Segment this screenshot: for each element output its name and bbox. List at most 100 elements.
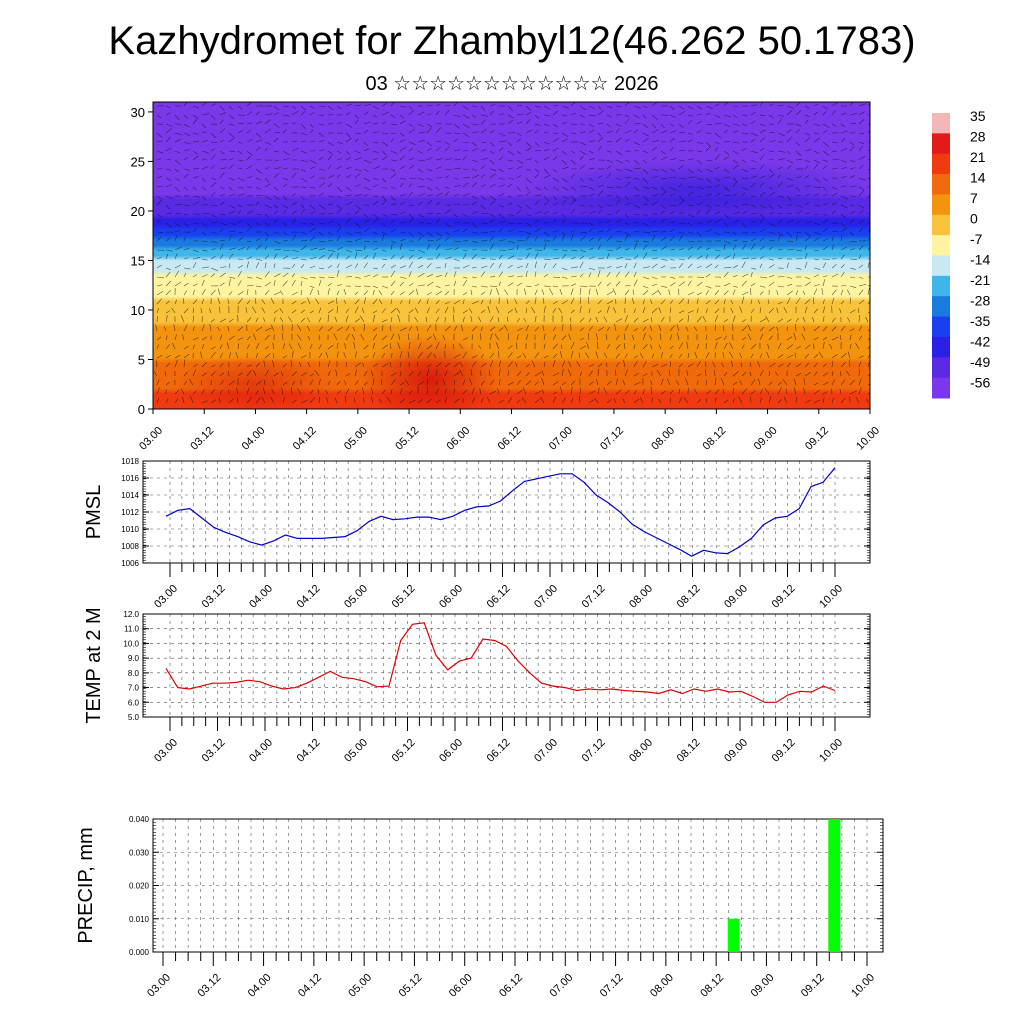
- wind-vector: [561, 360, 566, 368]
- x-tick-label: 04.12: [295, 737, 323, 765]
- plot-frame: [142, 613, 871, 718]
- wind-vector: [603, 387, 608, 395]
- wind-vector: [282, 167, 288, 170]
- wind-vector: [669, 105, 675, 110]
- wind-vector: [633, 186, 640, 192]
- wind-vector: [660, 150, 666, 155]
- wind-vector: [453, 102, 458, 107]
- wind-vector: [343, 299, 347, 305]
- wind-vector: [705, 273, 711, 278]
- wind-vector: [822, 258, 830, 260]
- wind-vector: [372, 363, 379, 368]
- wind-vector: [300, 209, 305, 215]
- wind-vector: [291, 172, 297, 179]
- wind-vector: [507, 248, 514, 251]
- wind-vector: [363, 245, 366, 251]
- wind-vector: [255, 195, 264, 197]
- wind-vector: [606, 249, 614, 252]
- wind-vector: [696, 231, 702, 238]
- x-tick-label: 04.00: [247, 737, 275, 765]
- wind-vector: [633, 243, 638, 251]
- wind-vector: [633, 344, 636, 350]
- x-tick-label: 04.00: [247, 583, 275, 611]
- wind-vector: [804, 132, 811, 136]
- wind-vector: [606, 105, 613, 109]
- wind-vector: [714, 154, 720, 161]
- wind-vector: [345, 264, 352, 269]
- wind-vector: [381, 200, 387, 206]
- wind-vector: [741, 273, 749, 278]
- wind-vector: [678, 183, 683, 188]
- wind-vector: [408, 390, 413, 395]
- wind-vector: [615, 159, 623, 164]
- wind-vector: [219, 318, 227, 323]
- wind-vector: [489, 370, 491, 377]
- wind-vector: [722, 389, 725, 395]
- wind-vector: [300, 159, 309, 163]
- wind-vector: [425, 316, 428, 323]
- wind-vector: [813, 222, 820, 225]
- wind-vector: [200, 380, 203, 386]
- wind-vector: [651, 234, 656, 242]
- wind-vector: [865, 398, 869, 404]
- wind-vector: [579, 395, 581, 404]
- wind-vector: [858, 325, 863, 332]
- wind-vector: [561, 267, 568, 271]
- wind-vector: [588, 105, 596, 110]
- wind-vector: [777, 276, 785, 278]
- wind-vector: [327, 105, 333, 110]
- wind-vector: [345, 167, 352, 170]
- wind-vector: [768, 335, 773, 341]
- wind-vector: [489, 184, 496, 188]
- wind-vector: [570, 234, 574, 242]
- wind-vector: [345, 137, 352, 143]
- wind-vector: [408, 141, 416, 145]
- wind-vector: [822, 397, 825, 404]
- wind-vector: [398, 333, 401, 341]
- wind-vector: [705, 141, 712, 147]
- wind-vector: [336, 227, 342, 233]
- wind-vector: [426, 379, 428, 386]
- wind-vector: [156, 290, 164, 296]
- wind-vector: [426, 307, 430, 314]
- x-tick-label: 10.00: [817, 583, 845, 611]
- wind-vector: [597, 310, 602, 314]
- wind-vector: [237, 186, 244, 189]
- wind-vector: [522, 353, 527, 359]
- wind-vector: [822, 306, 826, 314]
- wind-vector: [444, 284, 450, 287]
- wind-vector: [633, 271, 637, 278]
- wind-vector: [534, 352, 539, 359]
- wind-vector: [858, 111, 865, 116]
- wind-vector: [633, 213, 640, 216]
- wind-vector: [372, 184, 379, 188]
- wind-vector: [182, 334, 185, 341]
- x-tick-label: 05.00: [342, 583, 370, 611]
- wind-vector: [730, 360, 734, 368]
- wind-vector: [714, 342, 718, 350]
- wind-vector: [786, 362, 791, 368]
- wind-vector: [219, 282, 225, 287]
- wind-vector: [210, 399, 217, 404]
- wind-vector: [336, 263, 340, 269]
- wind-vector: [515, 362, 518, 368]
- wind-vector: [776, 326, 779, 332]
- wind-vector: [579, 297, 582, 305]
- wind-vector: [615, 230, 622, 233]
- wind-vector: [210, 319, 215, 323]
- wind-vector: [831, 186, 838, 190]
- wind-vector: [543, 186, 548, 191]
- wind-vector: [507, 382, 514, 386]
- wind-vector: [408, 123, 413, 127]
- wind-vector: [516, 265, 523, 269]
- wind-vector: [795, 267, 802, 270]
- wind-vector: [597, 137, 604, 143]
- wind-vector: [579, 114, 585, 118]
- wind-vector: [867, 168, 870, 171]
- wind-vector: [723, 290, 729, 296]
- wind-vector: [696, 298, 699, 305]
- wind-vector: [525, 213, 532, 216]
- wind-vector: [741, 114, 748, 117]
- wind-vector: [255, 201, 260, 206]
- wind-vector: [804, 221, 813, 224]
